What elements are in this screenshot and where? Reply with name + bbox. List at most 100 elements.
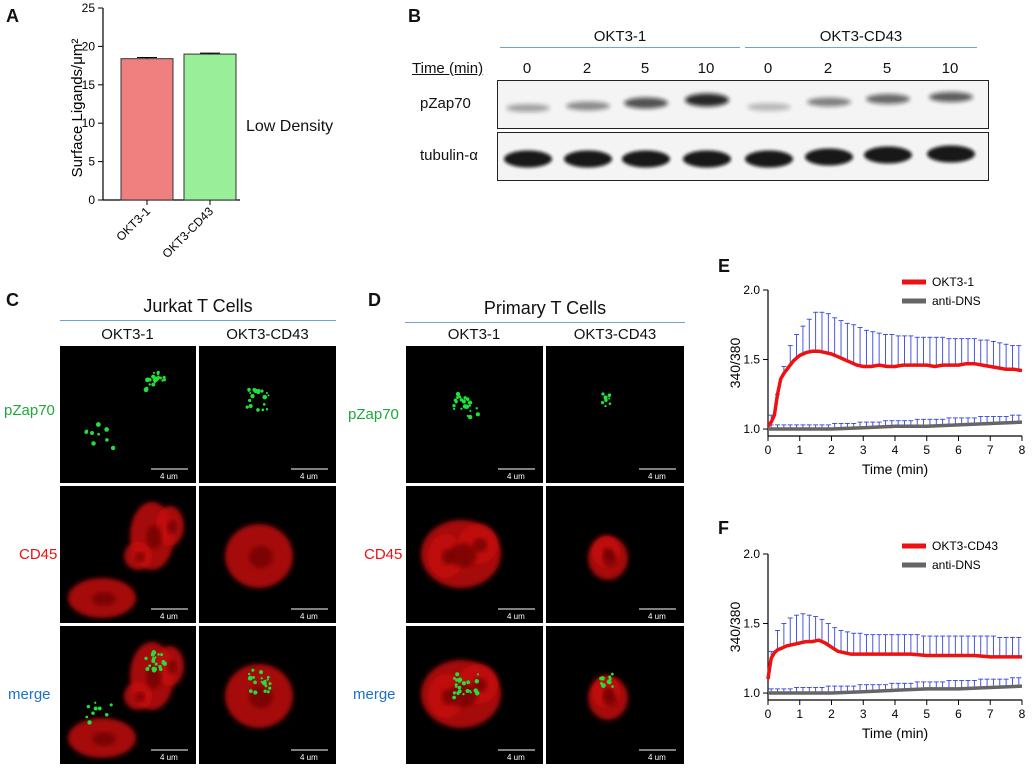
panel-a-ytick-label: 10	[82, 116, 96, 130]
blot-band-pzap70	[747, 103, 791, 111]
panel-a-ytick-label: 5	[88, 155, 95, 169]
panel-c-image-cd45-2: 4 um	[199, 486, 336, 623]
scale-bar-label: 4 um	[507, 753, 525, 762]
panel-e-xlabel: Time (min)	[862, 461, 928, 477]
blot-band-tubulin	[683, 150, 731, 168]
panel-e-xtick-label: 2	[828, 443, 835, 457]
panel-f-line-chart: 1.0 1.5 2.0 0 1 2 3 4 5 6 7 8 Time (min) 340/380 OKT3-…	[727, 539, 1026, 741]
panel-a-ytick-label: 25	[82, 1, 96, 15]
panel-a-bar-chart: 0 5 10 15 20 25 OKT3-1 OKT3-CD43 Surface Ligan…	[69, 1, 240, 260]
panel-d-title-line	[405, 322, 685, 323]
panel-d-col-2: OKT3-CD43	[573, 326, 657, 343]
panel-c-title: Jurkat T Cells	[143, 296, 253, 316]
panel-a-category-label: OKT3-CD43	[160, 204, 217, 260]
panel-c-image-merge-1: 4 um	[60, 626, 196, 764]
blot-pzap70	[497, 80, 989, 129]
blot-band-tubulin	[504, 150, 552, 168]
panel-a-category-label: OKT3-1	[114, 204, 154, 244]
blot-time-label: 10	[697, 60, 715, 77]
panel-e-xtick-label: 0	[765, 443, 772, 457]
blot-row-pzap70: pZap70	[420, 95, 471, 112]
panel-c-letter: C	[6, 290, 19, 310]
blot-group-2: OKT3-CD43	[819, 28, 903, 45]
blot-group-1-line	[500, 47, 740, 48]
panel-e-line-chart: 1.0 1.5 2.0 0 1 2 3 4 5 6 7 8 Time (min) 340/380 OKT3-…	[727, 275, 1026, 477]
panel-f-xlabel: Time (min)	[862, 725, 928, 741]
panel-f-ytick-label: 2.0	[743, 547, 760, 561]
blot-band-tubulin	[564, 150, 612, 168]
panel-c-image-pzap70-2: 4 um	[199, 346, 336, 483]
panel-f-xtick-label: 5	[923, 707, 930, 721]
scale-bar-label: 4 um	[648, 753, 666, 762]
panel-f-series-line	[766, 638, 1022, 680]
panel-e-series-line	[766, 349, 1023, 428]
blot-group-1: OKT3-1	[593, 28, 647, 45]
panel-a-letter: A	[6, 6, 19, 26]
blot-band-tubulin	[622, 150, 670, 168]
blot-band-pzap70	[506, 104, 550, 112]
blot-band-tubulin	[927, 145, 975, 163]
blot-band-pzap70	[807, 97, 851, 107]
panel-e-xtick-label: 5	[923, 443, 930, 457]
panel-c-title-line	[60, 320, 336, 321]
panel-c-image-cd45-1: 4 um	[60, 486, 196, 623]
panel-d-image-pzap70-2: 4 um	[546, 346, 684, 483]
blot-band-pzap70	[866, 94, 910, 104]
blot-time-label: 5	[640, 60, 650, 77]
blot-row-tubulin: tubulin-α	[420, 147, 478, 164]
panel-f-xtick-label: 0	[765, 707, 772, 721]
panel-c-image-merge-2: 4 um	[199, 626, 336, 764]
panel-a-ytick-label: 15	[82, 78, 96, 92]
scale-bar-label: 4 um	[648, 472, 666, 481]
panel-e-legend-label: OKT3-1	[932, 275, 974, 289]
panel-b-letter: B	[408, 6, 421, 26]
blot-band-pzap70	[685, 93, 729, 107]
panel-c-col-2: OKT3-CD43	[226, 326, 309, 343]
blot-band-tubulin	[864, 146, 912, 164]
scale-bar-label: 4 um	[507, 612, 525, 621]
panel-d-image-merge-2: 4 um	[546, 626, 684, 764]
scale-bar-label: 4 um	[300, 753, 318, 762]
panel-e-xtick-label: 8	[1019, 443, 1026, 457]
panel-c-image-pzap70-1: 4 um	[60, 346, 196, 483]
panel-f-xtick-label: 7	[987, 707, 994, 721]
panel-e-xtick-label: 6	[955, 443, 962, 457]
panel-f-ylabel: 340/380	[727, 601, 743, 652]
panel-f-ytick-label: 1.0	[743, 686, 760, 700]
panel-d-image-cd45-2: 4 um	[546, 486, 684, 623]
blot-time-label: 0	[522, 60, 532, 77]
blot-tubulin	[497, 132, 989, 181]
panel-e-xtick-label: 4	[892, 443, 899, 457]
scale-bar-label: 4 um	[507, 472, 525, 481]
panel-e-xtick-label: 1	[796, 443, 803, 457]
panel-a-ytick-label: 20	[82, 39, 96, 53]
blot-time-label: 0	[763, 60, 773, 77]
panel-c-row-pzap70: pZap70	[4, 402, 55, 419]
panel-f-letter: F	[718, 518, 729, 538]
panel-a-bar	[183, 53, 237, 201]
blot-time-label: 2	[582, 60, 592, 77]
blot-band-pzap70	[624, 97, 668, 109]
panel-f-xtick-label: 4	[892, 707, 899, 721]
panel-c-row-cd45: CD45	[19, 546, 58, 563]
scale-bar-label: 4 um	[160, 753, 178, 762]
panel-d-image-cd45-1: 4 um	[406, 486, 543, 623]
panel-c-col-1: OKT3-1	[101, 326, 154, 343]
panel-a-ytick-label: 0	[88, 193, 95, 207]
panel-a-ylabel: Surface Ligands/μm²	[69, 39, 86, 178]
panel-d-row-pzap70: pZap70	[348, 406, 399, 423]
panel-e-xtick-label: 3	[860, 443, 867, 457]
panel-d-col-1: OKT3-1	[447, 326, 501, 343]
panel-d-image-pzap70-1: 4 um	[406, 346, 543, 483]
panel-e-ytick-label: 1.0	[743, 422, 760, 436]
scale-bar-label: 4 um	[300, 472, 318, 481]
panel-f-legend-label: anti-DNS	[932, 558, 981, 572]
panel-d-row-cd45: CD45	[364, 546, 403, 563]
panel-f-xtick-label: 3	[860, 707, 867, 721]
panel-f-series-line	[768, 684, 1023, 695]
blot-time-label: 2	[823, 60, 833, 77]
panel-e-xtick-label: 7	[987, 443, 994, 457]
blot-band-pzap70	[566, 101, 610, 111]
panel-e-ylabel: 340/380	[727, 337, 743, 388]
blot-band-tubulin	[745, 150, 793, 168]
